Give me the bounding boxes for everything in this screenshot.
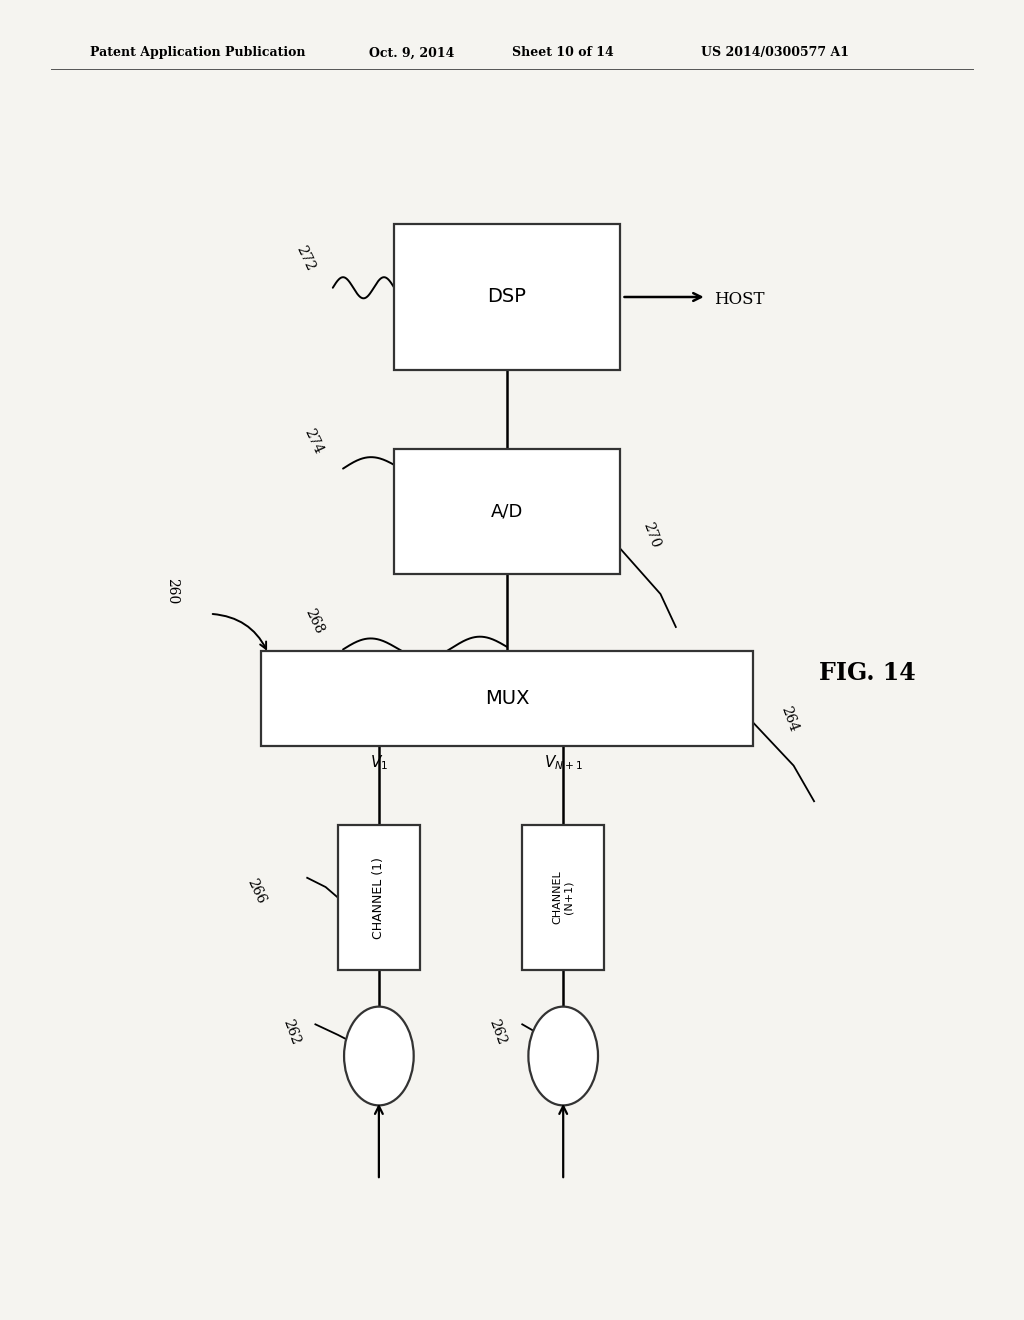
Text: FIG. 14: FIG. 14 <box>819 661 915 685</box>
Text: 268: 268 <box>302 606 326 636</box>
Text: US 2014/0300577 A1: US 2014/0300577 A1 <box>701 46 850 59</box>
Text: $V_1$: $V_1$ <box>370 754 388 772</box>
Text: 266: 266 <box>245 876 268 906</box>
Text: $V_{N+1}$: $V_{N+1}$ <box>544 754 583 772</box>
Bar <box>261 651 753 746</box>
Text: 262: 262 <box>485 1018 508 1047</box>
Text: DSP: DSP <box>487 288 526 306</box>
Bar <box>522 825 604 970</box>
Text: CHANNEL
(N+1): CHANNEL (N+1) <box>552 871 574 924</box>
Text: 260: 260 <box>165 578 179 605</box>
Bar <box>394 449 620 574</box>
Text: 262: 262 <box>280 1018 302 1047</box>
Ellipse shape <box>528 1007 598 1105</box>
Text: 274: 274 <box>302 426 326 457</box>
Bar <box>394 224 620 370</box>
Text: Oct. 9, 2014: Oct. 9, 2014 <box>369 46 454 59</box>
Ellipse shape <box>344 1007 414 1105</box>
Text: Patent Application Publication: Patent Application Publication <box>90 46 305 59</box>
Text: CHANNEL (1): CHANNEL (1) <box>373 857 385 939</box>
Text: HOST: HOST <box>714 292 764 308</box>
Text: MUX: MUX <box>484 689 529 708</box>
Bar <box>338 825 420 970</box>
Text: A/D: A/D <box>490 503 523 520</box>
Text: Sheet 10 of 14: Sheet 10 of 14 <box>512 46 613 59</box>
Text: 264: 264 <box>778 705 801 734</box>
Text: 270: 270 <box>640 520 663 549</box>
Text: 272: 272 <box>294 243 317 273</box>
